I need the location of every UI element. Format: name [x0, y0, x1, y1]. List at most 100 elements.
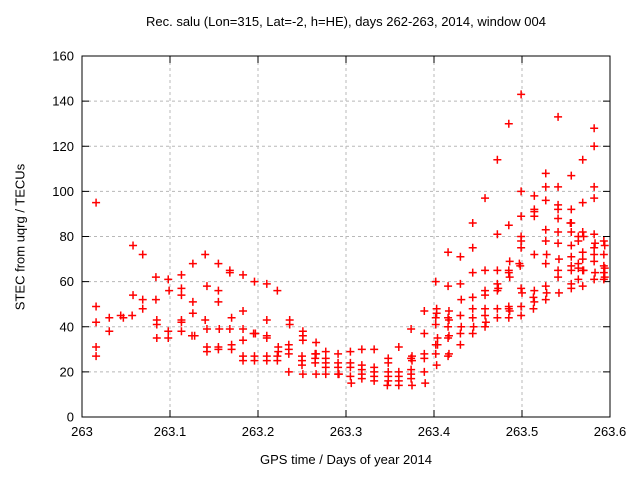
data-point-marker	[554, 182, 563, 191]
y-tick-label: 120	[52, 139, 74, 154]
data-point-marker	[105, 327, 114, 336]
data-point-marker	[530, 212, 539, 221]
data-point-marker	[202, 325, 211, 334]
data-point-marker	[312, 349, 321, 358]
data-point-marker	[239, 336, 248, 345]
data-point-marker	[347, 379, 356, 388]
data-point-marker	[346, 372, 355, 381]
data-point-marker	[177, 327, 186, 336]
data-point-marker	[567, 252, 576, 261]
data-point-marker	[567, 284, 576, 293]
data-point-marker	[105, 313, 114, 322]
x-axis-label: GPS time / Days of year 2014	[260, 452, 432, 467]
data-point-marker	[394, 381, 403, 390]
data-point-marker	[493, 155, 502, 164]
data-point-marker	[250, 356, 259, 365]
data-point-marker	[456, 252, 465, 261]
data-point-marker	[394, 343, 403, 352]
data-point-marker	[493, 313, 502, 322]
data-point-marker	[493, 286, 502, 295]
data-point-marker	[554, 205, 563, 214]
data-point-marker	[444, 306, 453, 315]
data-point-marker	[468, 218, 477, 227]
data-point-marker	[574, 275, 583, 284]
data-point-marker	[541, 182, 550, 191]
data-point-marker	[274, 347, 283, 356]
data-point-marker	[312, 338, 321, 347]
data-point-marker	[591, 268, 600, 277]
data-point-marker	[578, 266, 587, 275]
data-point-marker	[407, 374, 416, 383]
data-point-marker	[566, 218, 575, 227]
data-point-marker	[285, 320, 294, 329]
data-point-marker	[273, 356, 282, 365]
data-point-marker	[505, 306, 514, 315]
data-point-marker	[177, 270, 186, 279]
data-point-marker	[468, 304, 477, 313]
data-point-marker	[190, 331, 199, 340]
data-point-marker	[599, 250, 608, 259]
data-point-marker	[334, 349, 343, 358]
data-point-marker	[431, 277, 440, 286]
x-tick-label: 263.6	[594, 424, 627, 439]
data-point-marker	[177, 291, 186, 300]
data-point-marker	[239, 356, 248, 365]
data-point-marker	[493, 230, 502, 239]
y-tick-label: 20	[60, 364, 74, 379]
data-point-marker	[517, 311, 526, 320]
data-point-marker	[407, 325, 416, 334]
data-point-marker	[590, 275, 599, 284]
data-point-marker	[481, 291, 490, 300]
data-point-marker	[431, 320, 440, 329]
data-point-marker	[444, 315, 453, 324]
data-point-marker	[567, 266, 576, 275]
data-point-marker	[262, 334, 271, 343]
data-point-marker	[225, 325, 234, 334]
data-point-marker	[188, 259, 197, 268]
data-point-marker	[432, 309, 441, 318]
data-point-marker	[298, 370, 307, 379]
data-point-marker	[215, 325, 224, 334]
y-tick-label: 100	[52, 184, 74, 199]
data-point-marker	[517, 302, 526, 311]
data-point-marker	[129, 291, 138, 300]
data-point-marker	[214, 297, 223, 306]
data-point-marker	[129, 241, 138, 250]
data-point-marker	[590, 194, 599, 203]
data-point-marker	[164, 327, 173, 336]
y-tick-label: 140	[52, 94, 74, 109]
data-point-marker	[590, 243, 599, 252]
data-point-marker	[431, 313, 440, 322]
data-point-marker	[554, 112, 563, 121]
data-point-marker	[262, 356, 271, 365]
data-point-marker	[432, 361, 441, 370]
data-point-marker	[574, 237, 583, 246]
data-point-marker	[530, 286, 539, 295]
data-point-marker	[516, 261, 525, 270]
data-point-marker	[92, 198, 101, 207]
data-point-marker	[357, 374, 366, 383]
data-point-marker	[567, 227, 576, 236]
data-point-marker	[298, 336, 307, 345]
data-point-marker	[541, 282, 550, 291]
data-point-marker	[284, 349, 293, 358]
data-point-marker	[578, 282, 587, 291]
data-point-marker	[408, 381, 416, 390]
chart-title: Rec. salu (Lon=315, Lat=-2, h=HE), days …	[145, 14, 546, 29]
data-point-marker	[554, 266, 563, 275]
data-point-marker	[517, 212, 526, 221]
data-point-marker	[590, 250, 599, 259]
data-point-marker	[517, 284, 526, 293]
data-point-marker	[433, 334, 442, 343]
data-point-marker	[201, 250, 210, 259]
data-point-marker	[334, 363, 343, 372]
data-point-marker	[599, 275, 608, 284]
data-point-marker	[481, 194, 490, 203]
data-point-marker	[504, 221, 513, 230]
data-point-marker	[444, 248, 453, 257]
data-point-marker	[214, 286, 223, 295]
data-point-marker	[590, 230, 599, 239]
data-point-marker	[530, 191, 539, 200]
data-point-marker	[188, 297, 197, 306]
